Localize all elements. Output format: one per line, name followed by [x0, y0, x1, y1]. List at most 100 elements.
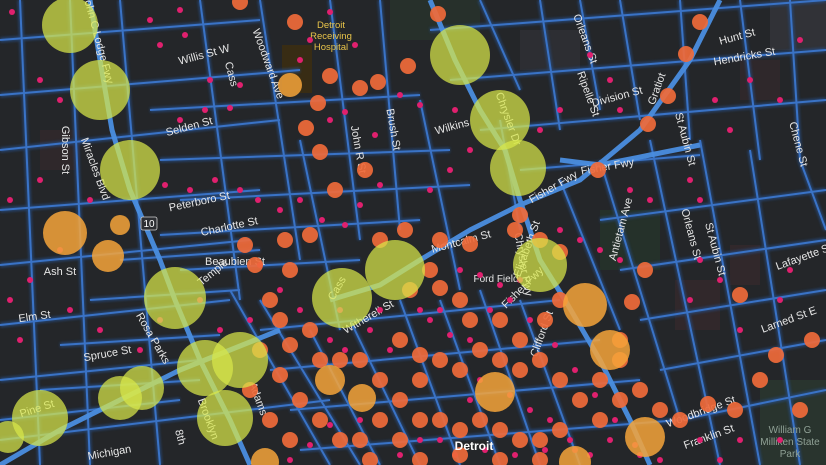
incident-marker-medium[interactable]: [452, 362, 468, 378]
incident-marker-medium[interactable]: [247, 257, 263, 273]
incident-marker-small[interactable]: [557, 227, 563, 233]
incident-marker-small[interactable]: [697, 197, 703, 203]
incident-marker-medium[interactable]: [232, 0, 248, 10]
incident-marker-large[interactable]: [475, 372, 515, 412]
incident-marker-medium[interactable]: [512, 362, 528, 378]
incident-marker-medium[interactable]: [352, 80, 368, 96]
incident-marker-medium[interactable]: [298, 120, 314, 136]
incident-marker-small[interactable]: [182, 32, 188, 38]
hospital-label-line3[interactable]: Hospital: [314, 42, 348, 53]
incident-marker-small[interactable]: [712, 97, 718, 103]
incident-marker-xlarge[interactable]: [490, 140, 546, 196]
incident-marker-medium[interactable]: [412, 372, 428, 388]
incident-marker-small[interactable]: [467, 397, 473, 403]
incident-marker-small[interactable]: [9, 9, 15, 15]
incident-marker-xlarge[interactable]: [120, 366, 164, 410]
incident-marker-small[interactable]: [697, 257, 703, 263]
incident-marker-small[interactable]: [717, 457, 723, 463]
incident-marker-small[interactable]: [527, 407, 533, 413]
incident-marker-small[interactable]: [319, 217, 325, 223]
incident-marker-medium[interactable]: [372, 372, 388, 388]
incident-marker-small[interactable]: [377, 182, 383, 188]
incident-marker-small[interactable]: [352, 42, 358, 48]
incident-marker-large[interactable]: [625, 417, 665, 457]
incident-marker-small[interactable]: [657, 457, 663, 463]
incident-marker-medium[interactable]: [312, 352, 328, 368]
incident-marker-small[interactable]: [512, 452, 518, 458]
incident-marker-small[interactable]: [727, 127, 733, 133]
incident-marker-medium[interactable]: [472, 342, 488, 358]
incident-marker-medium[interactable]: [282, 337, 298, 353]
incident-marker-small[interactable]: [777, 297, 783, 303]
ford-field-label[interactable]: Ford Field: [473, 274, 518, 285]
incident-marker-small[interactable]: [387, 347, 393, 353]
incident-marker-medium[interactable]: [327, 182, 343, 198]
incident-marker-small[interactable]: [327, 422, 333, 428]
incident-marker-medium[interactable]: [282, 262, 298, 278]
incident-marker-medium[interactable]: [532, 352, 548, 368]
incident-marker-small[interactable]: [427, 187, 433, 193]
incident-marker-medium[interactable]: [492, 352, 508, 368]
incident-marker-large[interactable]: [559, 446, 591, 465]
incident-marker-small[interactable]: [697, 437, 703, 443]
incident-marker-small[interactable]: [457, 267, 463, 273]
incident-marker-small[interactable]: [397, 92, 403, 98]
incident-marker-large[interactable]: [110, 215, 130, 235]
incident-marker-medium[interactable]: [492, 422, 508, 438]
incident-marker-small[interactable]: [687, 177, 693, 183]
incident-marker-small[interactable]: [617, 107, 623, 113]
incident-marker-medium[interactable]: [432, 280, 448, 296]
incident-marker-medium[interactable]: [700, 396, 716, 412]
incident-marker-large[interactable]: [590, 330, 630, 370]
incident-marker-small[interactable]: [497, 282, 503, 288]
incident-marker-small[interactable]: [452, 107, 458, 113]
incident-marker-small[interactable]: [437, 307, 443, 313]
incident-marker-medium[interactable]: [632, 382, 648, 398]
incident-marker-small[interactable]: [217, 327, 223, 333]
incident-marker-large[interactable]: [43, 211, 87, 255]
incident-marker-small[interactable]: [277, 207, 283, 213]
incident-marker-xlarge[interactable]: [212, 332, 268, 388]
incident-marker-medium[interactable]: [552, 372, 568, 388]
incident-marker-xlarge[interactable]: [197, 390, 253, 446]
incident-marker-xlarge[interactable]: [470, 90, 530, 150]
incident-marker-small[interactable]: [397, 452, 403, 458]
incident-marker-medium[interactable]: [272, 312, 288, 328]
incident-marker-small[interactable]: [67, 307, 73, 313]
incident-marker-medium[interactable]: [512, 332, 528, 348]
incident-marker-medium[interactable]: [430, 6, 446, 22]
incident-marker-medium[interactable]: [532, 432, 548, 448]
incident-marker-medium[interactable]: [432, 232, 448, 248]
incident-marker-medium[interactable]: [512, 432, 528, 448]
incident-marker-medium[interactable]: [452, 447, 468, 463]
incident-marker-medium[interactable]: [462, 312, 478, 328]
incident-marker-xlarge[interactable]: [42, 0, 98, 53]
incident-marker-medium[interactable]: [507, 222, 523, 238]
incident-marker-medium[interactable]: [660, 88, 676, 104]
incident-marker-medium[interactable]: [322, 68, 338, 84]
incident-marker-xlarge[interactable]: [430, 25, 490, 85]
incident-marker-small[interactable]: [567, 437, 573, 443]
incident-marker-medium[interactable]: [792, 402, 808, 418]
incident-marker-small[interactable]: [607, 437, 613, 443]
incident-marker-medium[interactable]: [287, 14, 303, 30]
hospital-label-line1[interactable]: Detroit: [317, 20, 345, 31]
incident-marker-medium[interactable]: [532, 452, 548, 465]
incident-marker-small[interactable]: [377, 307, 383, 313]
incident-marker-medium[interactable]: [678, 46, 694, 62]
incident-marker-small[interactable]: [552, 342, 558, 348]
incident-marker-medium[interactable]: [397, 222, 413, 238]
incident-marker-small[interactable]: [255, 197, 261, 203]
incident-marker-medium[interactable]: [727, 402, 743, 418]
incident-marker-small[interactable]: [487, 307, 493, 313]
incident-marker-small[interactable]: [737, 327, 743, 333]
incident-marker-medium[interactable]: [804, 332, 820, 348]
incident-marker-medium[interactable]: [352, 352, 368, 368]
incident-marker-small[interactable]: [447, 332, 453, 338]
incident-marker-small[interactable]: [577, 237, 583, 243]
incident-marker-small[interactable]: [87, 197, 93, 203]
incident-marker-small[interactable]: [342, 109, 348, 115]
incident-marker-small[interactable]: [297, 197, 303, 203]
incident-marker-medium[interactable]: [357, 162, 373, 178]
